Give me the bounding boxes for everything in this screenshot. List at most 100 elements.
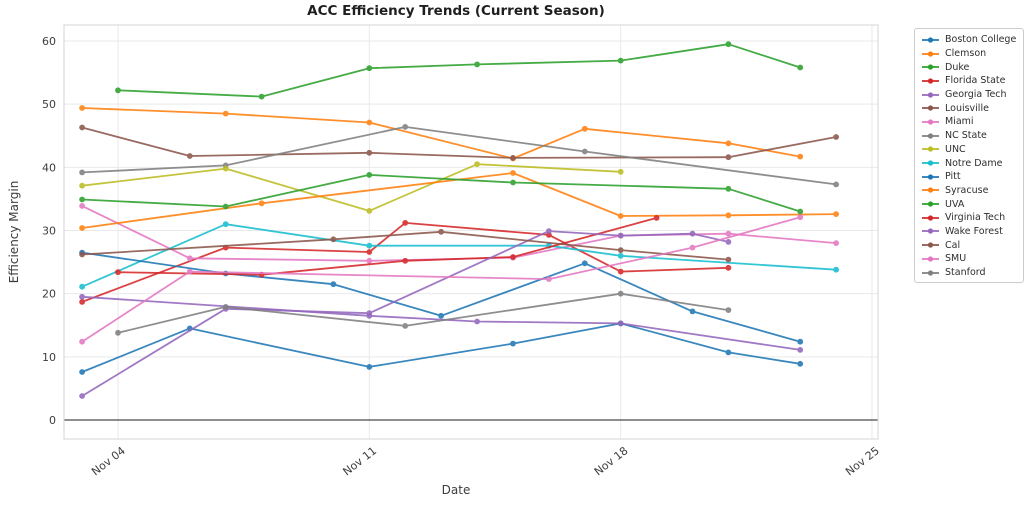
data-point [330, 281, 337, 288]
data-point [725, 256, 732, 263]
x-tick-label: Nov 04 [89, 444, 128, 478]
data-point [402, 257, 409, 264]
legend-line-icon [922, 146, 939, 152]
data-point [833, 181, 839, 188]
data-point [797, 338, 804, 345]
data-point [222, 221, 229, 228]
data-point [510, 254, 516, 260]
data-point [833, 240, 839, 247]
x-tick-label: Nov 11 [340, 444, 379, 478]
data-point [79, 299, 85, 305]
series-syracuse [79, 170, 839, 231]
legend-item: Syracuse [921, 184, 1019, 198]
legend-item-label: Georgia Tech [945, 89, 1007, 101]
data-point [725, 264, 732, 271]
legend-item-label: Louisville [945, 102, 989, 114]
data-point [474, 161, 480, 168]
data-point [115, 329, 121, 336]
series-smu [79, 214, 804, 345]
legend-item-label: Syracuse [945, 184, 989, 196]
legend-item-label: Pitt [945, 171, 961, 183]
data-point [222, 165, 229, 172]
data-point [258, 93, 265, 100]
data-point [366, 208, 373, 214]
data-point [725, 140, 732, 147]
series-louisville [79, 124, 839, 161]
legend-item-label: Stanford [945, 267, 986, 279]
series-florida-state [79, 220, 732, 305]
data-point [222, 110, 229, 117]
legend-line-icon [922, 269, 939, 276]
legend-line-icon [922, 228, 939, 235]
legend-item-label: Clemson [945, 48, 987, 60]
legend-item-label: Wake Forest [945, 225, 1003, 237]
data-point [725, 349, 732, 356]
data-point [366, 242, 373, 249]
y-axis-label: Efficiency Margin [7, 180, 21, 284]
legend-line-icon [922, 174, 939, 180]
data-point [79, 251, 85, 258]
data-point [510, 340, 516, 347]
data-point [474, 318, 480, 325]
data-point [366, 249, 373, 255]
y-tick-label: 60 [42, 35, 56, 48]
x-tick-label: Nov 18 [592, 444, 631, 478]
series-nc-state [79, 124, 839, 188]
data-point [617, 247, 624, 254]
data-point [833, 134, 839, 140]
legend-line-icon [922, 256, 939, 262]
data-point [617, 290, 624, 297]
data-point [79, 203, 85, 209]
series-line [82, 173, 801, 213]
data-point [438, 228, 444, 235]
data-point [510, 155, 516, 161]
series-notre-dame [79, 221, 839, 290]
data-point [79, 293, 85, 300]
legend-item-label: Boston College [945, 34, 1017, 46]
data-point [330, 236, 337, 243]
data-point [186, 255, 193, 262]
y-tick-label: 50 [42, 98, 56, 111]
series-line [81, 126, 837, 159]
legend-line-icon [922, 37, 939, 43]
data-point [725, 154, 732, 161]
y-tick-label: 40 [42, 161, 56, 174]
data-point [79, 169, 85, 176]
data-point [689, 244, 696, 251]
data-point [79, 283, 85, 290]
legend-item-label: UVA [945, 198, 965, 210]
legend-item: Notre Dame [921, 156, 1019, 170]
legend-item: Boston College [921, 33, 1019, 47]
legend-line-icon [922, 242, 939, 248]
data-point [79, 393, 85, 399]
data-point [79, 124, 85, 131]
series-uva [79, 172, 804, 215]
y-tick-label: 10 [42, 351, 56, 364]
data-point [797, 360, 804, 367]
x-axis-label: Date [441, 483, 471, 497]
legend-item: NC State [921, 129, 1019, 143]
legend-item-label: Miami [945, 116, 974, 128]
data-point [797, 64, 804, 71]
data-point [725, 307, 732, 313]
series-cal [79, 228, 732, 263]
plot-border [63, 24, 879, 440]
data-point [115, 269, 121, 276]
legend-item: Miami [921, 115, 1019, 129]
data-point [79, 225, 85, 231]
data-point [79, 105, 85, 111]
data-point [258, 200, 265, 207]
y-tick-label: 0 [49, 414, 56, 427]
legend-item: UVA [921, 197, 1019, 211]
legend-line-icon [922, 91, 939, 98]
data-point [438, 312, 444, 319]
data-point [617, 268, 624, 275]
legend-item: SMU [921, 252, 1019, 266]
legend-item: Virginia Tech [921, 211, 1019, 225]
legend-line-icon [922, 64, 939, 70]
data-point [366, 310, 373, 317]
data-point [366, 172, 373, 178]
data-point [222, 304, 229, 310]
data-point [79, 338, 85, 345]
